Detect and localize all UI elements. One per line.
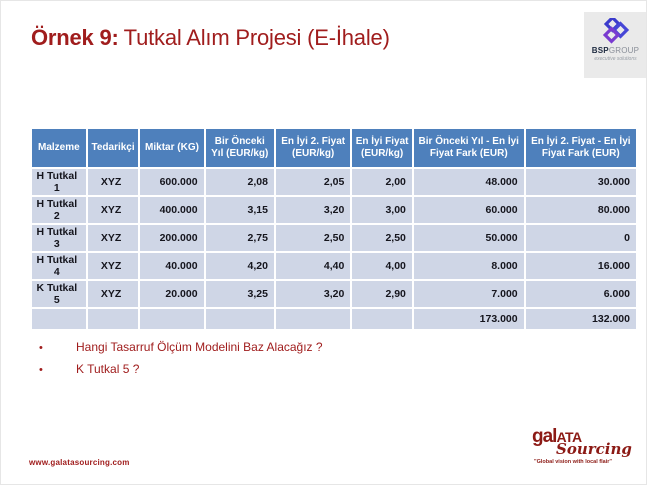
- table-cell: K Tutkal 5: [32, 281, 86, 307]
- table-cell: 2,08: [205, 169, 274, 195]
- bsp-text-bold: BSP: [591, 46, 609, 55]
- table-cell: 2,00: [352, 169, 412, 195]
- blank-cell: [352, 309, 412, 329]
- col-header-fark-2-fiyat: En İyi 2. Fiyat - En İyi Fiyat Fark (EUR…: [525, 129, 636, 167]
- bullet-icon: •: [39, 364, 43, 376]
- table-cell: 600.000: [140, 169, 204, 195]
- table-cell: 400.000: [140, 197, 204, 223]
- table-cell: 3,25: [205, 281, 274, 307]
- bullet-list: • Hangi Tasarruf Ölçüm Modelini Baz Alaca…: [39, 337, 323, 381]
- table-cell: 8.000: [413, 253, 524, 279]
- totals-row: 173.000 132.000: [32, 309, 636, 329]
- bullet-text: K Tutkal 5 ?: [76, 362, 140, 376]
- table-cell: 2,50: [352, 225, 412, 251]
- col-header-onceki-yil: Bir Önceki Yıl (EUR/kg): [205, 129, 274, 167]
- table-cell: 3,20: [275, 281, 351, 307]
- table-cell: 4,40: [275, 253, 351, 279]
- table-cell: XYZ: [87, 253, 139, 279]
- table-row: K Tutkal 5 XYZ 20.000 3,25 3,20 2,90 7.000 6.00…: [32, 281, 636, 307]
- list-item: • K Tutkal 5 ?: [39, 359, 323, 381]
- galata-text-lower: gal: [532, 426, 557, 447]
- col-header-tedarikci: Tedarikçi: [87, 129, 139, 167]
- table-cell: 2,75: [205, 225, 274, 251]
- galata-script-text: Sourcing: [556, 440, 632, 458]
- col-header-fark-onceki: Bir Önceki Yıl - En İyi Fiyat Fark (EUR): [413, 129, 524, 167]
- table-cell: 48.000: [413, 169, 524, 195]
- table-cell: 30.000: [525, 169, 636, 195]
- table-cell: XYZ: [87, 169, 139, 195]
- blank-cell: [32, 309, 86, 329]
- bsp-text-light: GROUP: [608, 46, 640, 55]
- total-cell: 132.000: [525, 309, 636, 329]
- table-cell: 2,50: [275, 225, 351, 251]
- table-cell: 3,20: [275, 197, 351, 223]
- galata-text-caps: ATA: [556, 429, 582, 445]
- bsp-knot-icon: [602, 18, 629, 44]
- galata-wordmark: galATA: [532, 426, 636, 447]
- table-row: H Tutkal 4 XYZ 40.000 4,20 4,40 4,00 8.000 16.0…: [32, 253, 636, 279]
- table-cell: XYZ: [87, 197, 139, 223]
- table-cell: 4,00: [352, 253, 412, 279]
- col-header-en-iyi-2-fiyat: En İyi 2. Fiyat (EUR/kg): [275, 129, 351, 167]
- blank-cell: [275, 309, 351, 329]
- blank-cell: [205, 309, 274, 329]
- table-cell: 50.000: [413, 225, 524, 251]
- title-text: Tutkal Alım Projesi (E-İhale): [123, 25, 390, 50]
- pricing-table: Malzeme Tedarikçi Miktar (KG) Bir Önceki…: [30, 127, 638, 331]
- table-body: H Tutkal 1 XYZ 600.000 2,08 2,05 2,00 48.000 30…: [32, 169, 636, 329]
- table-cell: 16.000: [525, 253, 636, 279]
- table-cell: 4,20: [205, 253, 274, 279]
- table-cell: 7.000: [413, 281, 524, 307]
- col-header-en-iyi-fiyat: En İyi Fiyat (EUR/kg): [352, 129, 412, 167]
- table-cell: 200.000: [140, 225, 204, 251]
- galata-tagline: "Global vision with local flair": [534, 459, 612, 465]
- col-header-malzeme: Malzeme: [32, 129, 86, 167]
- bsp-tagline: executive solutions: [594, 56, 637, 62]
- table-row: H Tutkal 1 XYZ 600.000 2,08 2,05 2,00 48.000 30…: [32, 169, 636, 195]
- table-cell: 6.000: [525, 281, 636, 307]
- bsp-group-logo: BSPGROUP executive solutions: [584, 12, 646, 78]
- bsp-wordmark: BSPGROUP: [584, 46, 646, 55]
- table-cell: 3,15: [205, 197, 274, 223]
- bullet-icon: •: [39, 342, 43, 354]
- table-header: Malzeme Tedarikçi Miktar (KG) Bir Önceki…: [32, 129, 636, 167]
- table-cell: H Tutkal 1: [32, 169, 86, 195]
- list-item: • Hangi Tasarruf Ölçüm Modelini Baz Alaca…: [39, 337, 323, 359]
- table-cell: XYZ: [87, 225, 139, 251]
- bullet-text: Hangi Tasarruf Ölçüm Modelini Baz Alacağ…: [76, 340, 323, 354]
- table-row: H Tutkal 2 XYZ 400.000 3,15 3,20 3,00 60.000 80…: [32, 197, 636, 223]
- table-cell: 0: [525, 225, 636, 251]
- table-cell: H Tutkal 4: [32, 253, 86, 279]
- table-row: H Tutkal 3 XYZ 200.000 2,75 2,50 2,50 50.000 0: [32, 225, 636, 251]
- table-cell: H Tutkal 2: [32, 197, 86, 223]
- table-cell: 20.000: [140, 281, 204, 307]
- total-cell: 173.000: [413, 309, 524, 329]
- website-url: www.galatasourcing.com: [29, 458, 130, 467]
- table-cell: XYZ: [87, 281, 139, 307]
- blank-cell: [140, 309, 204, 329]
- table-cell: H Tutkal 3: [32, 225, 86, 251]
- table-cell: 40.000: [140, 253, 204, 279]
- table-cell: 2,90: [352, 281, 412, 307]
- blank-cell: [87, 309, 139, 329]
- galata-sourcing-logo: galATA Sourcing "Global vision with loca…: [518, 426, 636, 465]
- table-cell: 60.000: [413, 197, 524, 223]
- table-cell: 80.000: [525, 197, 636, 223]
- title-prefix: Örnek 9:: [31, 25, 119, 50]
- table-cell: 2,05: [275, 169, 351, 195]
- page-title: Örnek 9: Tutkal Alım Projesi (E-İhale): [31, 25, 390, 51]
- table-cell: 3,00: [352, 197, 412, 223]
- col-header-miktar: Miktar (KG): [140, 129, 204, 167]
